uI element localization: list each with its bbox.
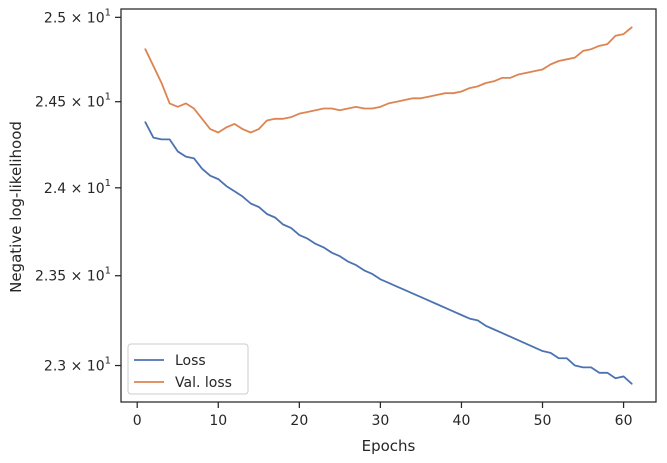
y-axis-label: Negative log-likelihood [7, 121, 25, 293]
series-line-val-loss [144, 26, 633, 134]
x-tick-label: 20 [290, 413, 308, 429]
y-tick-label: 2.35 × 101 [35, 266, 111, 285]
y-tick-label: 2.3 × 101 [44, 356, 111, 375]
plot-frame [120, 8, 657, 403]
x-tick-label: 0 [133, 413, 142, 429]
legend-label-loss: Loss [175, 353, 206, 369]
y-axis-ticks: 2.5 × 101 2.45 × 101 2.4 × 101 2.35 × 101 2.… [35, 7, 121, 375]
series-layer [144, 26, 633, 385]
x-axis-label: Epochs [362, 437, 416, 455]
y-tick-label: 2.45 × 101 [35, 92, 111, 111]
series-line-loss [144, 121, 633, 385]
plot-area-background [121, 9, 656, 402]
y-tick-label: 2.4 × 101 [44, 178, 111, 197]
x-tick-label: 30 [371, 413, 389, 429]
legend-label-val-loss: Val. loss [175, 375, 232, 391]
x-axis-ticks: 0 10 20 30 40 50 60 [133, 402, 633, 429]
x-tick-label: 10 [209, 413, 227, 429]
y-tick-label: 2.5 × 101 [44, 7, 111, 26]
x-tick-label: 60 [615, 413, 633, 429]
legend: Loss Val. loss [127, 343, 249, 395]
x-tick-label: 40 [453, 413, 471, 429]
x-tick-label: 50 [534, 413, 552, 429]
